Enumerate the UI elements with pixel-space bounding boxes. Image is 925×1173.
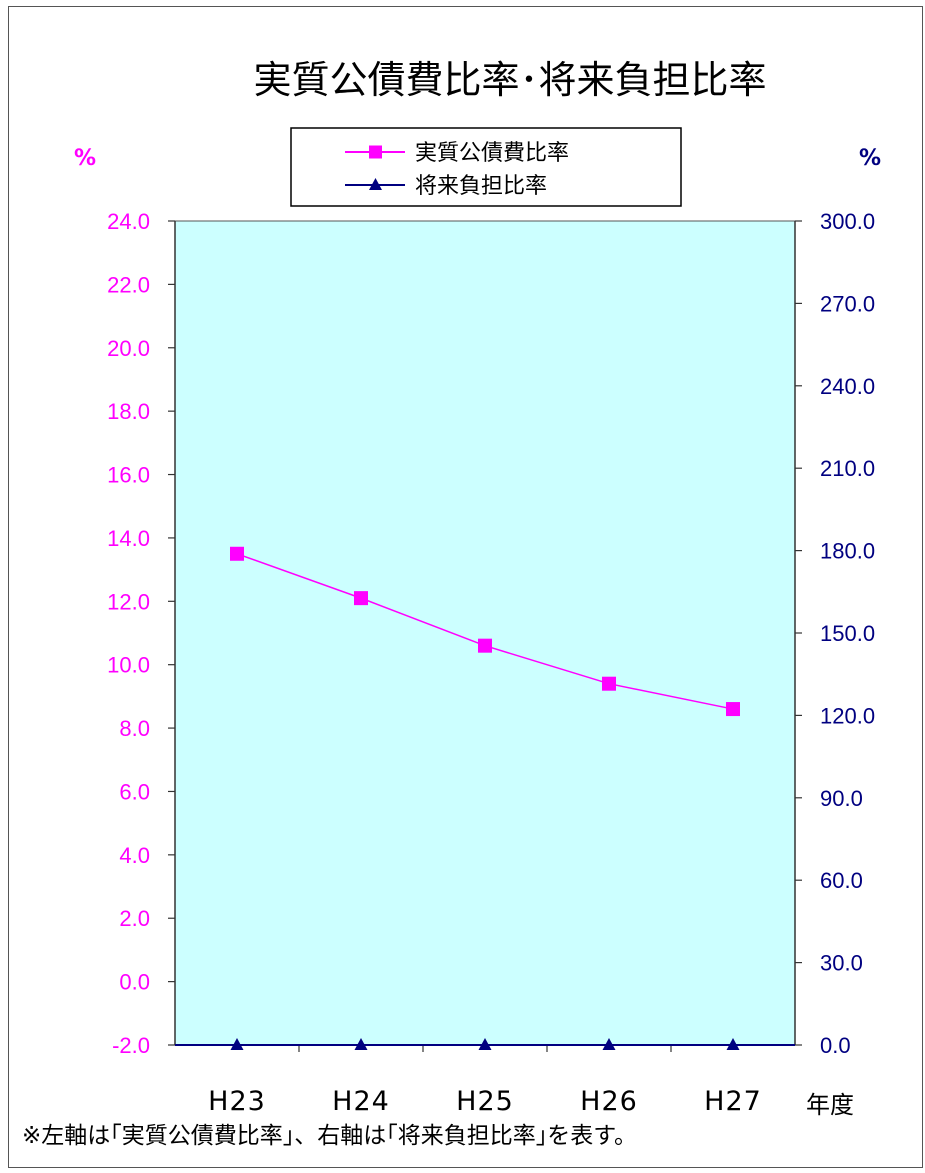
series-marker xyxy=(478,638,492,653)
right-tick-label: 180.0 xyxy=(820,539,875,564)
legend-label: 実質公債費比率 xyxy=(415,141,569,166)
left-axis-unit: % xyxy=(74,146,96,171)
legend-marker xyxy=(369,145,382,159)
left-tick-label: 4.0 xyxy=(119,843,150,868)
left-tick-label: 20.0 xyxy=(107,336,150,361)
right-tick-label: 60.0 xyxy=(820,868,863,893)
right-tick-label: 150.0 xyxy=(820,621,875,646)
right-tick-label: 240.0 xyxy=(820,374,875,399)
series-marker xyxy=(602,676,616,691)
left-tick-label: 18.0 xyxy=(107,399,150,424)
right-tick-label: 0.0 xyxy=(820,1033,851,1058)
series-layer xyxy=(230,546,740,1050)
legend-marker xyxy=(369,178,382,190)
left-tick-label: 2.0 xyxy=(119,906,150,931)
right-axis: 0.0 30.0 60.0 90.0 120.0 150.0 180.0 210.0 240.0… xyxy=(794,209,875,1058)
legend-box xyxy=(290,127,682,207)
series-marker xyxy=(726,702,740,717)
series-marker xyxy=(354,591,368,606)
x-axis: H23 H24 H25 H26 H27 xyxy=(175,1044,795,1117)
x-tick-label: H27 xyxy=(704,1086,762,1117)
x-axis-unit: 年度 xyxy=(806,1091,854,1119)
right-tick-label: 30.0 xyxy=(820,951,863,976)
left-tick-label: 14.0 xyxy=(107,526,150,551)
series-marker xyxy=(602,1038,616,1050)
right-tick-label: 300.0 xyxy=(820,209,875,234)
right-tick-label: 270.0 xyxy=(820,291,875,316)
footnote: ※左軸は｢実質公債費比率｣、右軸は｢将来負担比率｣を表す。 xyxy=(22,1123,637,1149)
left-tick-label: 6.0 xyxy=(119,779,150,804)
series-marker xyxy=(230,1038,244,1050)
x-tick-label: H25 xyxy=(456,1086,514,1117)
left-tick-label: -2.0 xyxy=(112,1033,150,1058)
right-tick-label: 210.0 xyxy=(820,456,875,481)
left-tick-label: 8.0 xyxy=(119,716,150,741)
left-tick-label: 24.0 xyxy=(107,209,150,234)
legend-label: 将来負担比率 xyxy=(415,174,547,199)
x-tick-label: H23 xyxy=(208,1086,266,1117)
series-marker xyxy=(478,1038,492,1050)
left-tick-label: 16.0 xyxy=(107,463,150,488)
left-tick-label: 22.0 xyxy=(107,272,150,297)
x-tick-label: H24 xyxy=(332,1086,390,1117)
left-axis: -2.0 0.0 2.0 4.0 6.0 8.0 10.0 12.0 14.0 16.0 18.0 2… xyxy=(107,209,176,1058)
left-tick-label: 0.0 xyxy=(119,970,150,995)
left-tick-label: 12.0 xyxy=(107,589,150,614)
plot-area xyxy=(174,220,796,1046)
right-tick-label: 120.0 xyxy=(820,703,875,728)
chart-title: 実質公債費比率･将来負担比率 xyxy=(253,58,766,102)
right-axis-unit: % xyxy=(859,146,881,171)
left-tick-label: 10.0 xyxy=(107,653,150,678)
series-marker xyxy=(726,1038,740,1050)
x-tick-label: H26 xyxy=(580,1086,638,1117)
series-marker xyxy=(230,546,244,561)
right-tick-label: 90.0 xyxy=(820,786,863,811)
series-marker xyxy=(354,1038,368,1050)
